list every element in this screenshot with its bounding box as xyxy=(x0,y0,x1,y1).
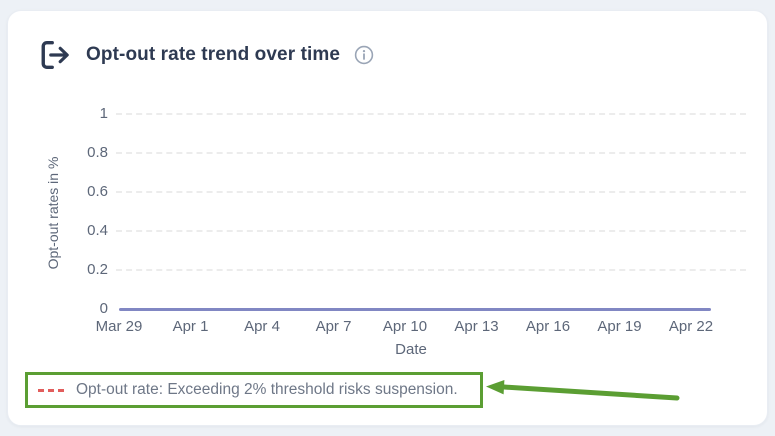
gridline xyxy=(116,113,746,115)
gridline xyxy=(116,230,746,232)
chart-title: Opt-out rate trend over time xyxy=(86,44,341,65)
x-tick-label: Apr 16 xyxy=(525,318,571,335)
y-tick-label: 0 xyxy=(99,300,108,317)
plot-area: 1 0.8 0.6 0.4 0.2 0 Mar 29 Apr 1 Apr 4 Apr 7 Apr 1… xyxy=(8,11,767,425)
y-tick-label: 1 xyxy=(99,105,108,122)
legend-label[interactable]: Opt-out rate: Exceeding 2% threshold ris… xyxy=(76,381,458,398)
x-tick-label: Apr 10 xyxy=(382,318,428,335)
x-tick-label: Apr 19 xyxy=(597,318,642,335)
chart-card: Opt-out rate trend over time Opt-out rat… xyxy=(7,10,768,426)
y-tick-label: 0.4 xyxy=(87,222,108,239)
x-tick-label: Apr 7 xyxy=(315,318,352,335)
info-icon[interactable] xyxy=(354,45,374,65)
gridline xyxy=(116,269,746,271)
y-tick-label: 0.8 xyxy=(87,144,108,161)
x-tick-label: Apr 1 xyxy=(172,318,209,335)
y-tick-label: 0.2 xyxy=(87,261,108,278)
x-tick-label: Apr 4 xyxy=(244,318,280,335)
x-tick-label: Apr 13 xyxy=(454,318,499,335)
series-line-opt-out-rate xyxy=(119,307,711,311)
chart-header: Opt-out rate trend over time xyxy=(39,39,374,71)
opt-out-sign-out-icon xyxy=(39,39,73,71)
legend-annotation-box: Opt-out rate: Exceeding 2% threshold ris… xyxy=(25,372,483,408)
x-axis-title: Date xyxy=(395,341,427,358)
y-tick-label: 0.6 xyxy=(87,183,108,200)
x-tick-label: Apr 22 xyxy=(668,318,714,335)
gridline xyxy=(116,152,746,154)
red-dashed-line-legend-marker xyxy=(38,388,66,392)
gridline xyxy=(116,191,746,193)
x-tick-label: Mar 29 xyxy=(95,318,143,335)
